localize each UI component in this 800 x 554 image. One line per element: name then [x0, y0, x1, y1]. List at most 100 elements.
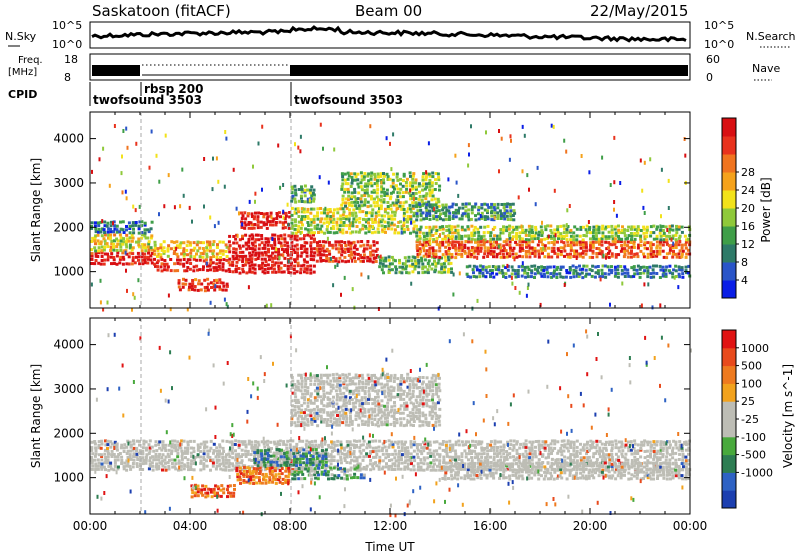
heatmap-cell: [323, 211, 326, 215]
heatmap-cell: [424, 206, 428, 210]
heatmap-cell: [393, 259, 397, 263]
heatmap-cell: [395, 201, 399, 205]
heatmap-scatter-cell: [526, 286, 529, 290]
heatmap-cell: [638, 271, 642, 275]
heatmap-cell: [125, 225, 128, 228]
heatmap-cell: [598, 275, 602, 279]
heatmap-cell: [375, 241, 379, 245]
heatmap-cell: [655, 234, 659, 238]
nsky-label: N.Sky: [5, 30, 37, 43]
heatmap-cell: [134, 223, 138, 227]
heatmap-cell: [201, 493, 205, 497]
heatmap-cell: [547, 455, 550, 459]
freq-tick-top-right: 60: [706, 53, 720, 66]
heatmap-cell: [515, 456, 519, 460]
heatmap-cell: [241, 234, 244, 238]
heatmap-cell: [658, 276, 662, 279]
heatmap-cell: [565, 252, 569, 256]
heatmap-cell: [395, 172, 399, 176]
heatmap-cell: [620, 442, 624, 446]
heatmap-cell: [300, 244, 304, 248]
heatmap-cell: [335, 220, 339, 224]
heatmap-cell: [681, 272, 685, 276]
heatmap-cell: [225, 453, 228, 457]
heatmap-cell: [454, 247, 458, 250]
heatmap-cell: [245, 271, 249, 275]
heatmap-cell: [397, 231, 400, 235]
heatmap-cell: [217, 455, 221, 459]
heatmap-cell: [251, 247, 254, 251]
heatmap-cell: [144, 249, 148, 253]
heatmap-cell: [409, 442, 413, 446]
heatmap-cell: [390, 464, 394, 468]
heatmap-cell: [491, 227, 495, 231]
heatmap-cell: [226, 488, 229, 492]
heatmap-cell: [257, 211, 261, 215]
heatmap-cell: [447, 262, 451, 266]
heatmap-cell: [428, 217, 432, 221]
heatmap-cell: [102, 465, 106, 469]
heatmap-cell: [199, 459, 203, 463]
heatmap-cell: [232, 235, 236, 238]
heatmap-cell: [205, 285, 209, 289]
heatmap-cell: [199, 461, 203, 465]
heatmap-cell: [196, 446, 200, 449]
heatmap-cell: [119, 245, 123, 249]
heatmap-cell: [211, 464, 215, 468]
heatmap-cell: [94, 452, 98, 456]
heatmap-cell: [96, 221, 100, 225]
heatmap-cell: [100, 439, 104, 443]
heatmap-cell: [193, 288, 197, 292]
heatmap-cell: [190, 455, 193, 459]
colorbar-tick-label: 4: [741, 274, 748, 287]
heatmap-cell: [91, 464, 95, 468]
heatmap-cell: [428, 443, 432, 447]
heatmap-cell: [600, 272, 604, 276]
heatmap-cell: [345, 461, 349, 464]
heatmap-cell: [138, 451, 141, 455]
heatmap-cell: [256, 440, 260, 444]
heatmap-cell: [417, 265, 421, 269]
heatmap-cell: [204, 491, 208, 495]
heatmap-cell: [347, 203, 351, 207]
heatmap-cell: [404, 264, 408, 268]
heatmap-cell: [659, 240, 662, 244]
heatmap-cell: [391, 442, 395, 446]
heatmap-cell: [321, 460, 325, 463]
heatmap-cell: [259, 220, 263, 224]
heatmap-cell: [431, 227, 435, 231]
heatmap-cell: [138, 458, 142, 462]
heatmap-cell: [152, 458, 156, 462]
heatmap-cell: [360, 178, 364, 182]
heatmap-cell: [321, 463, 325, 467]
heatmap-cell: [387, 445, 391, 449]
heatmap-cell: [671, 252, 675, 256]
heatmap-cell: [492, 455, 496, 459]
heatmap-cell: [173, 458, 177, 462]
heatmap-cell: [287, 469, 291, 473]
heatmap-cell: [176, 440, 180, 444]
heatmap-cell: [385, 193, 389, 197]
heatmap-cell: [371, 249, 375, 253]
heatmap-scatter-cell: [513, 257, 516, 262]
heatmap-cell: [386, 175, 390, 179]
heatmap-cell: [541, 231, 544, 235]
heatmap-cell: [332, 231, 336, 235]
heatmap-cell: [93, 440, 97, 443]
heatmap-cell: [572, 241, 576, 245]
heatmap-cell: [511, 268, 515, 272]
heatmap-cell: [118, 261, 122, 265]
heatmap-cell: [188, 241, 192, 245]
heatmap-cell: [234, 247, 238, 251]
heatmap-cell: [445, 208, 449, 212]
heatmap-cell: [276, 234, 280, 238]
heatmap-cell: [273, 233, 277, 237]
heatmap-cell: [438, 246, 442, 250]
heatmap-cell: [365, 211, 368, 215]
heatmap-cell: [598, 440, 602, 444]
heatmap-cell: [273, 237, 276, 241]
heatmap-cell: [642, 252, 646, 256]
heatmap-cell: [343, 456, 347, 460]
heatmap-cell: [441, 227, 445, 231]
heatmap-cell: [659, 238, 663, 242]
